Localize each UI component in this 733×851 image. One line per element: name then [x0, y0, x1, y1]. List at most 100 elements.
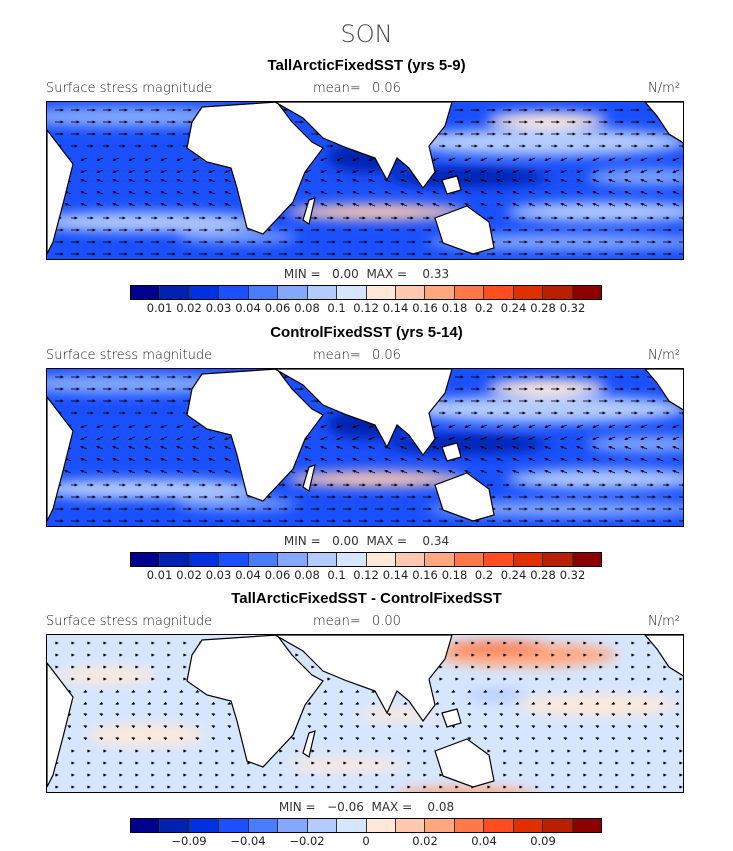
wind-vector: [576, 446, 584, 450]
wind-vector: [176, 203, 184, 207]
wind-vector: [224, 191, 232, 195]
map-panel: [46, 368, 684, 527]
wind-vector: [576, 157, 584, 161]
wind-vector: [483, 737, 488, 741]
wind-vector: [339, 701, 344, 705]
wind-vector: [128, 191, 136, 195]
colorbar-tick-label: −0.02: [289, 834, 325, 848]
wind-vector: [336, 470, 344, 474]
wind-vector: [176, 169, 184, 173]
min-label: MIN =: [283, 267, 321, 281]
wind-vector: [467, 689, 472, 693]
max-label: MAX =: [366, 267, 408, 281]
wind-vector: [483, 713, 488, 717]
wind-vector: [355, 701, 360, 705]
wind-vector: [208, 470, 216, 474]
colorbar-swatch: [337, 819, 367, 832]
wind-vector: [128, 470, 136, 474]
wind-vector: [336, 179, 344, 183]
wind-vector: [528, 424, 536, 428]
wind-vector: [656, 458, 664, 462]
wind-vector: [464, 436, 472, 440]
wind-vector: [528, 179, 536, 183]
wind-vector: [80, 470, 88, 474]
wind-vector: [515, 737, 520, 741]
wind-vector: [592, 458, 600, 462]
wind-vector: [480, 470, 488, 474]
wind-vector: [355, 737, 360, 741]
wind-vector: [579, 701, 584, 705]
colorbar-tick-label: −0.09: [171, 834, 207, 848]
wind-vector: [112, 203, 120, 207]
wind-vector: [208, 169, 216, 173]
wind-vector: [448, 157, 456, 161]
colorbar-swatch: [395, 286, 426, 299]
wind-vector: [403, 701, 408, 705]
wind-vector: [512, 191, 520, 195]
wind-vector: [320, 191, 328, 195]
colorbar-tick-label: 0.28: [530, 568, 556, 582]
wind-vector: [464, 157, 472, 161]
wind-vector: [96, 446, 104, 450]
wind-vector: [672, 179, 680, 183]
land-australia: [434, 205, 495, 255]
wind-vector: [592, 179, 600, 183]
wind-vector: [112, 446, 120, 450]
wind-vector: [195, 701, 200, 705]
wind-vector: [352, 169, 360, 173]
wind-vector: [80, 424, 88, 428]
wind-vector: [131, 701, 136, 705]
min-max-line: MIN = 0.00 MAX = 0.33: [0, 267, 733, 281]
colorbar-swatch: [219, 553, 249, 566]
colorbar-tick-label: 0.08: [294, 568, 320, 582]
wind-vector: [192, 458, 200, 462]
wind-vector: [128, 446, 136, 450]
colorbar-tick-label: 0.01: [146, 568, 173, 582]
wind-vector: [547, 713, 552, 717]
wind-vector: [563, 737, 568, 741]
min-value: 0.00: [332, 534, 359, 548]
wind-vector: [320, 458, 328, 462]
wind-vector: [483, 689, 488, 693]
wind-vector: [656, 446, 664, 450]
colorbar-tick-label: 0.12: [353, 301, 379, 315]
wind-vector: [656, 203, 664, 207]
wind-vector: [656, 169, 664, 173]
wind-vector: [608, 446, 616, 450]
wind-vector: [112, 179, 120, 183]
wind-vector: [531, 713, 536, 717]
colorbar-tick-label: 0.32: [559, 301, 586, 315]
wind-vector: [176, 470, 184, 474]
colorbar-swatch: [572, 819, 601, 832]
wind-vector: [576, 424, 584, 428]
wind-vector: [352, 436, 360, 440]
wind-vector: [512, 424, 520, 428]
wind-vector: [147, 689, 152, 693]
land-africa: [186, 369, 324, 502]
wind-vector: [112, 436, 120, 440]
wind-vector: [400, 436, 408, 440]
wind-vector: [419, 737, 424, 741]
wind-vector: [499, 689, 504, 693]
wind-vector: [144, 203, 152, 207]
wind-vector: [339, 737, 344, 741]
colorbar-swatch: [513, 819, 544, 832]
wind-vector: [160, 424, 168, 428]
mean-value: 0.06: [372, 348, 401, 363]
wind-vector: [80, 446, 88, 450]
wind-vector: [355, 713, 360, 717]
colorbar-swatch: [572, 286, 601, 299]
wind-vector: [224, 446, 232, 450]
wind-vector: [96, 179, 104, 183]
wind-vector: [579, 737, 584, 741]
wind-vector: [515, 689, 520, 693]
wind-vector: [544, 191, 552, 195]
wind-vector: [480, 179, 488, 183]
colorbar-swatch: [395, 819, 426, 832]
colorbar-tick-label: 0.28: [530, 301, 556, 315]
wind-vector: [512, 203, 520, 207]
min-value: −0.06: [327, 800, 364, 814]
land-australia: [434, 738, 495, 788]
wind-vector: [563, 701, 568, 705]
wind-vector: [467, 737, 472, 741]
